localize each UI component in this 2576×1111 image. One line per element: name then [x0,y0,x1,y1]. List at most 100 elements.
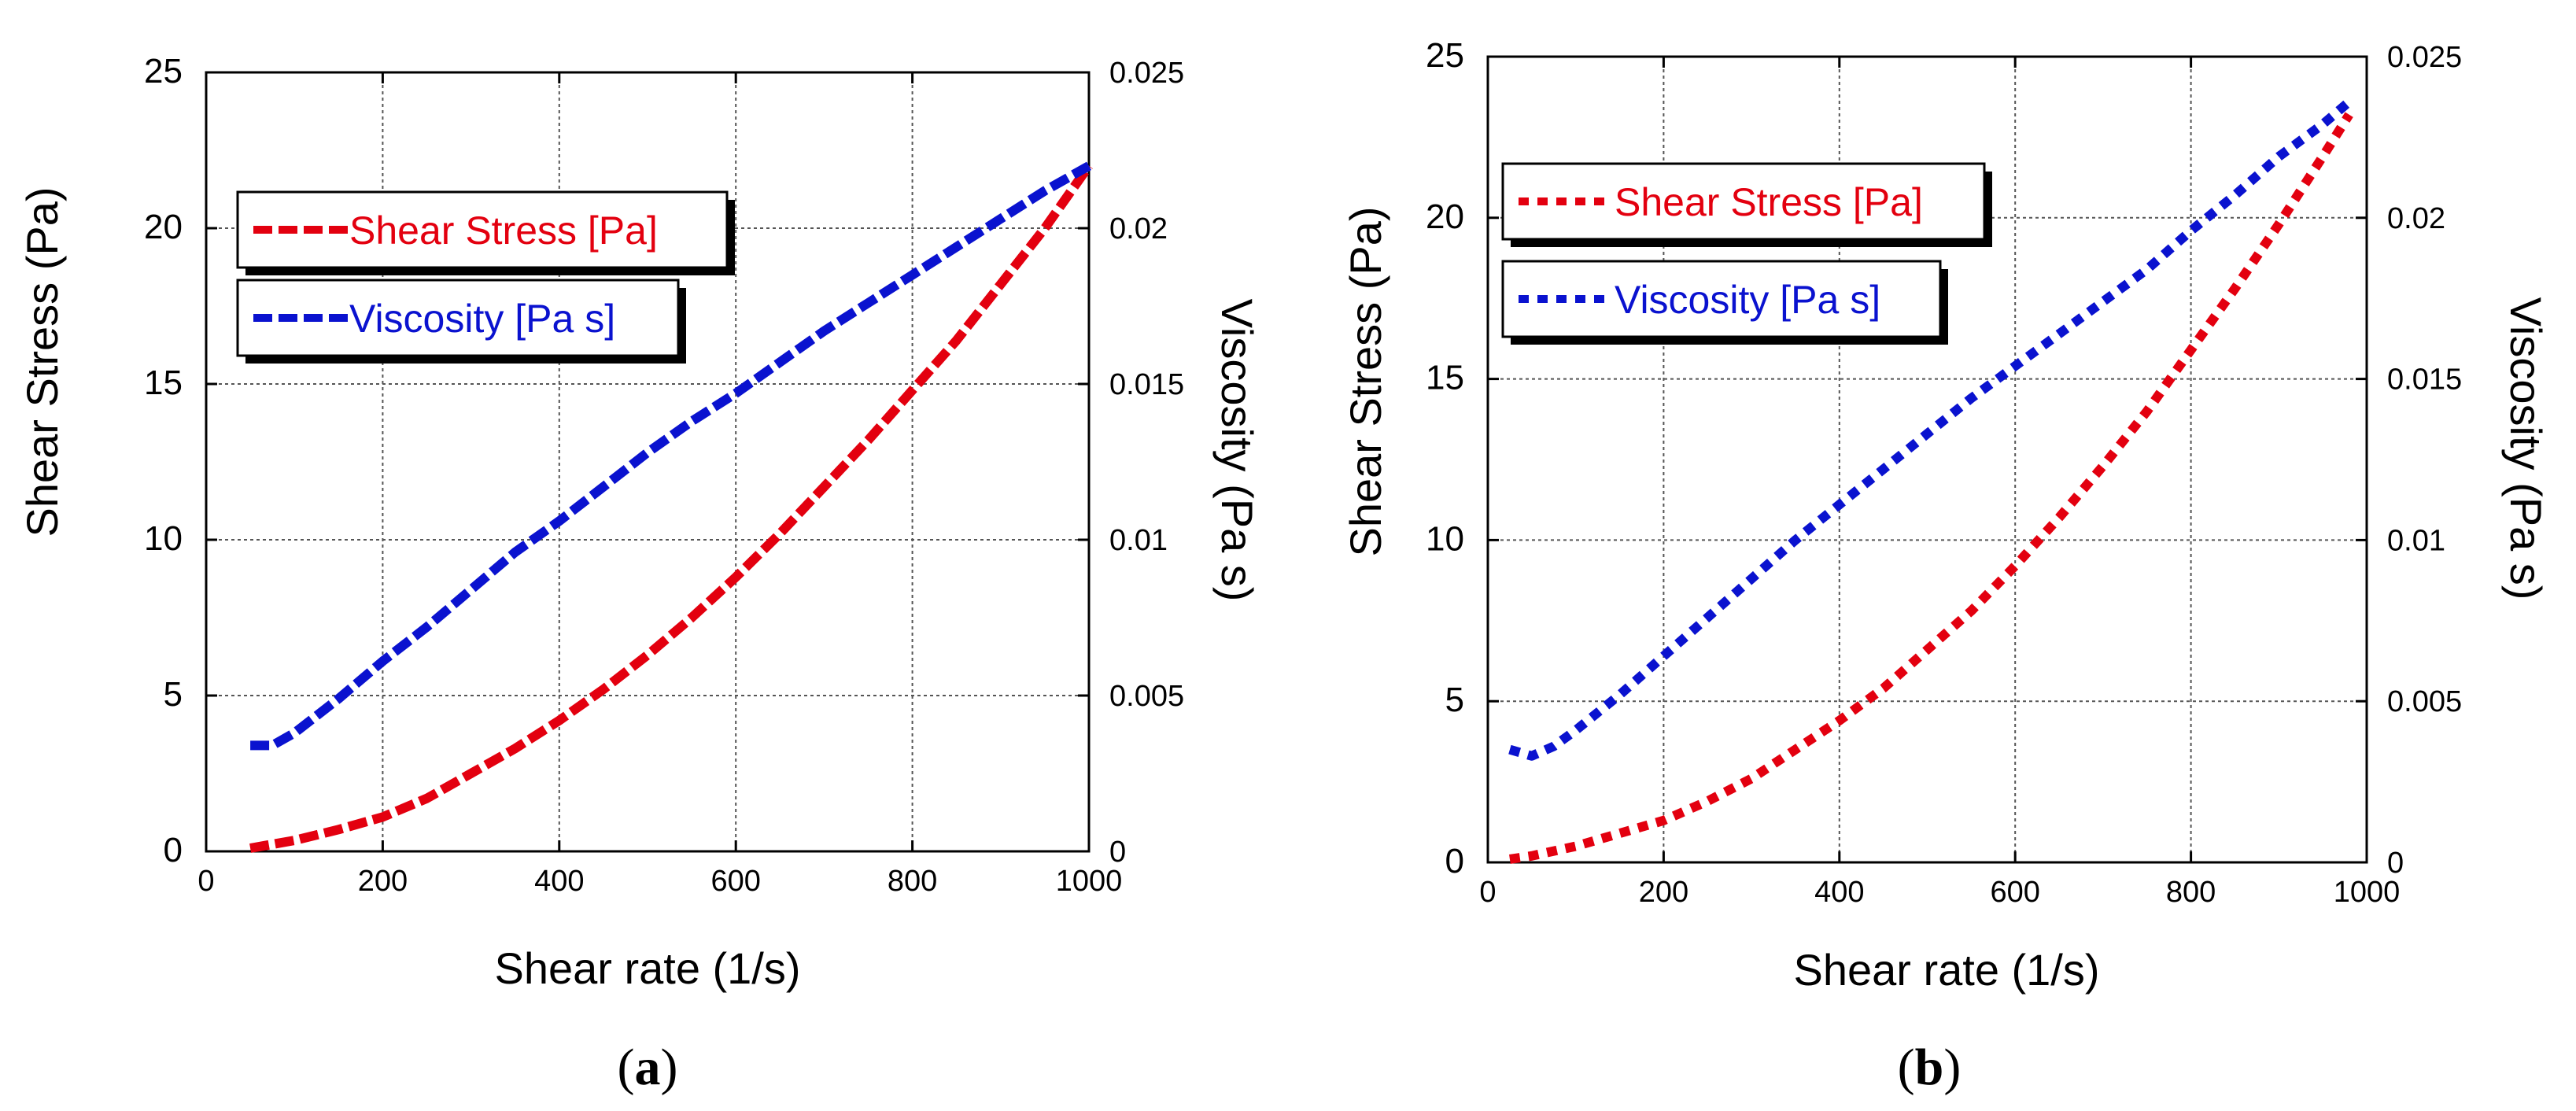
data-point [380,814,385,819]
data-point [1087,164,1091,168]
data-point [954,338,959,343]
legend-label: Viscosity [Pa s] [1615,278,1880,322]
plot-frame [1486,55,2368,864]
data-point [380,659,385,663]
y2-axis-title: Viscosity (Pa s) [2501,297,2551,600]
series-line-shear-stress [1509,112,2353,864]
x-tick-label: 200 [358,865,408,898]
legend-label: Shear Stress [Pa] [349,209,658,253]
data-point [1749,777,1754,781]
data-point [645,653,650,658]
y-tick-label: 20 [144,208,183,246]
data-point [733,391,738,396]
y2-tick-label: 0.005 [1109,680,1184,713]
x-tick-label: 800 [2166,876,2216,909]
data-point [601,687,606,692]
panel-label: (b) [1898,1039,1962,1096]
data-point [2320,154,2325,159]
data-point [866,301,871,305]
y-tick-label: 15 [144,364,183,402]
data-point [689,419,694,424]
x-tick-label: 1000 [2334,876,2401,909]
data-point [1969,396,1973,400]
panel-label-close: ) [1943,1039,1961,1096]
x-tick-label: 600 [1990,876,2039,909]
data-point [601,485,606,489]
legend-entry-viscosity: Viscosity [Pa s] [236,279,686,364]
y2-tick-label: 0.025 [1109,57,1184,90]
y-tick-label: 0 [164,831,183,869]
data-point [645,450,650,455]
y-tick-label: 0 [1445,842,1464,880]
data-point [1043,226,1047,231]
panel-b: 0 200 400 600 800 1000051015202500.0050.010.0… [1341,36,2551,1096]
data-point [425,625,430,629]
plot-area [206,72,1089,851]
plot-frame [205,71,1091,853]
y-tick-label: 15 [1426,359,1464,397]
data-point [777,531,782,536]
data-point [1925,648,1930,652]
y2-tick-label: 0.015 [1109,368,1184,401]
data-point [998,216,1003,221]
data-point [1530,754,1534,759]
y-tick-label: 10 [1426,519,1464,558]
data-point [1508,857,1512,862]
legend-entry-shear-stress: Shear Stress [Pa] [1501,162,1992,247]
x-tick-label: 800 [888,865,937,898]
data-point [866,437,871,442]
data-point [248,743,253,747]
y2-tick-label: 0.025 [2387,41,2462,74]
data-point [733,575,738,580]
data-point [469,771,474,776]
data-point [1618,692,1622,697]
data-point [1508,747,1512,752]
y-axis-title: Shear Stress (Pa) [17,186,67,537]
data-point [2013,563,2017,568]
data-point [2189,348,2194,352]
data-point [2057,515,2061,520]
data-point [2347,113,2352,117]
y2-tick-label: 0.01 [1109,524,1168,557]
data-point [910,272,915,277]
legend-entry-viscosity: Viscosity [Pa s] [1501,260,1948,345]
y2-axis-title: Viscosity (Pa s) [1212,299,1262,602]
data-point [1881,467,1886,471]
y2-tick-label: 0 [1109,836,1126,869]
data-point [1837,718,1842,723]
x-tick-label: 1000 [1056,865,1123,898]
data-point [1705,799,1710,803]
data-point [2320,122,2325,127]
panel-label: (a) [618,1039,678,1096]
data-point [2232,193,2237,197]
x-tick-label: 400 [534,865,584,898]
data-point [425,796,430,801]
data-point [2057,331,2061,336]
legend-box [1501,162,1986,241]
y2-tick-label: 0.02 [1109,212,1168,245]
y-tick-label: 20 [1426,197,1464,236]
x-tick-label: 200 [1639,876,1688,909]
data-point [2013,364,2017,368]
data-point [292,731,297,736]
y-axis-title: Shear Stress (Pa) [1341,206,1390,556]
data-point [1969,609,1973,614]
y-tick-label: 5 [1445,681,1464,719]
panel-label-letter: b [1915,1039,1944,1096]
y-tick-label: 25 [1426,36,1464,75]
panel-a: 0 200 400 600 800 1000051015202500.0050.010.0… [17,52,1262,1096]
data-point [1881,686,1886,691]
data-point [2347,99,2352,104]
data-point [998,282,1003,286]
data-point [2101,299,2105,304]
data-point [557,718,562,723]
data-point [557,519,562,523]
data-point [954,245,959,249]
data-point [1793,747,1798,752]
y2-tick-label: 0.015 [2387,364,2462,397]
y-tick-label: 5 [164,675,183,714]
y2-tick-label: 0.005 [2387,685,2462,718]
data-point [2232,286,2237,291]
x-tick-label: 600 [710,865,760,898]
